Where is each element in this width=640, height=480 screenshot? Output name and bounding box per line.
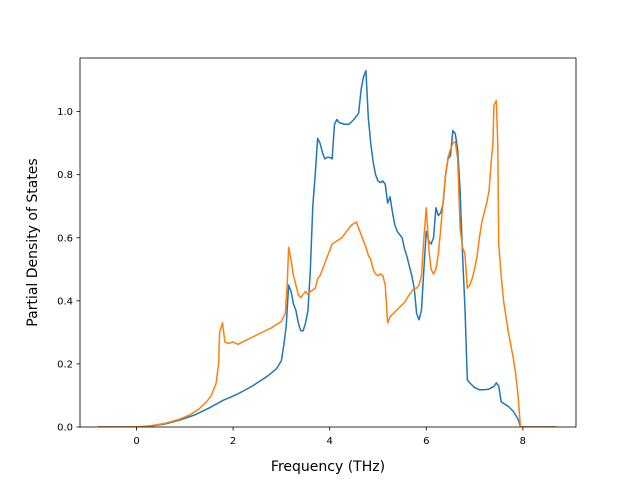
y-tick-label: 0.8 [57, 170, 73, 181]
axes-frame [79, 57, 577, 428]
y-tick-label: 0.4 [57, 296, 73, 307]
y-axis-label: Partial Density of States [25, 158, 41, 326]
x-tick-label: 0 [133, 436, 139, 447]
x-tick-label: 2 [230, 436, 236, 447]
plot-area: 0 2 4 6 8 0.0 0.2 0.4 0.6 0.8 1.0 [57, 57, 577, 447]
y-tick-label: 0.6 [57, 233, 73, 244]
series-line-1 [97, 69, 557, 427]
y-axis-ticks: 0.0 0.2 0.4 0.6 0.8 1.0 [57, 107, 80, 434]
x-tick-label: 6 [423, 436, 429, 447]
x-tick-label: 8 [520, 436, 526, 447]
x-axis-label: Frequency (THz) [271, 459, 385, 475]
series-layer [97, 69, 557, 427]
x-axis-ticks: 0 2 4 6 8 [133, 427, 526, 447]
x-tick-label: 4 [327, 436, 333, 447]
series-line-2 [97, 99, 557, 427]
y-tick-label: 0.0 [57, 423, 73, 434]
y-tick-label: 1.0 [57, 107, 73, 118]
y-tick-label: 0.2 [57, 359, 73, 370]
